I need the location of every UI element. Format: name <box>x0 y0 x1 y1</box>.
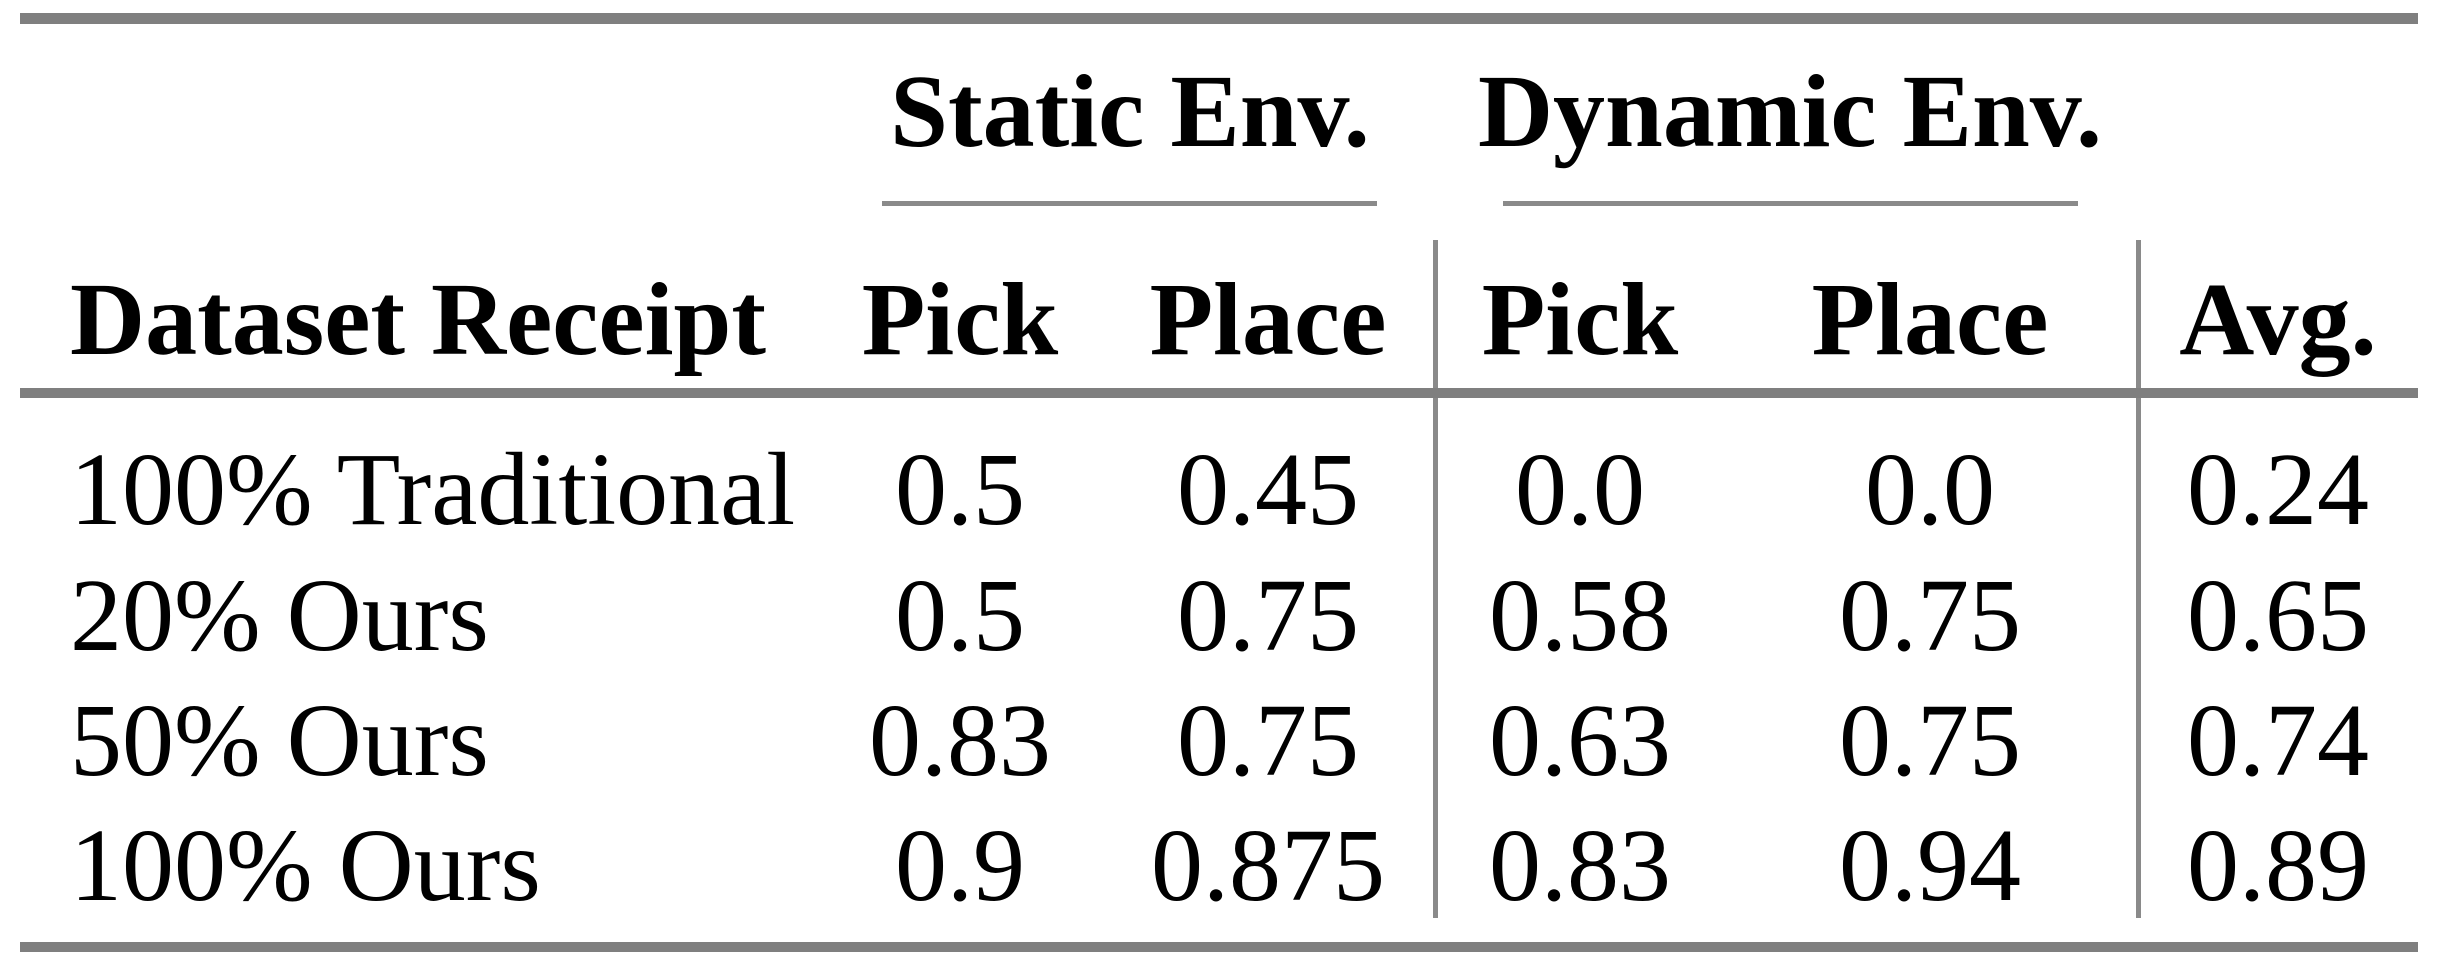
cell-dynamic-pick: 0.63 <box>1489 683 1671 798</box>
static-env-underline <box>882 201 1377 206</box>
column-header-dataset-receipt: Dataset Receipt <box>70 262 766 377</box>
cell-avg: 0.24 <box>2187 432 2369 547</box>
top-rule <box>20 13 2418 24</box>
cell-dynamic-place: 0.75 <box>1839 558 2021 673</box>
column-header-dynamic-place: Place <box>1811 262 2049 377</box>
bottom-rule <box>20 942 2418 952</box>
cell-static-pick: 0.5 <box>895 558 1025 673</box>
cell-static-place: 0.45 <box>1177 432 1359 547</box>
cell-static-pick: 0.9 <box>895 808 1025 923</box>
cell-dynamic-place: 0.75 <box>1839 683 2021 798</box>
cell-static-place: 0.75 <box>1177 558 1359 673</box>
column-header-dynamic-pick: Pick <box>1481 262 1679 377</box>
cell-avg: 0.89 <box>2187 808 2369 923</box>
column-header-static-place: Place <box>1149 262 1387 377</box>
column-header-avg: Avg. <box>2179 262 2377 377</box>
cell-dynamic-pick: 0.58 <box>1489 558 1671 673</box>
row-label: 20% Ours <box>70 558 489 673</box>
header-separator-rule <box>20 388 2418 398</box>
cell-static-pick: 0.83 <box>869 683 1051 798</box>
row-label: 100% Ours <box>70 808 541 923</box>
cell-static-place: 0.75 <box>1177 683 1359 798</box>
cell-avg: 0.74 <box>2187 683 2369 798</box>
cell-dynamic-pick: 0.83 <box>1489 808 1671 923</box>
column-header-static-pick: Pick <box>861 262 1059 377</box>
vertical-separator-static-dynamic <box>1433 240 1438 918</box>
cell-dynamic-place: 0.94 <box>1839 808 2021 923</box>
vertical-separator-avg <box>2136 240 2141 918</box>
row-label: 50% Ours <box>70 683 489 798</box>
group-header-dynamic-env: Dynamic Env. <box>1477 54 2103 169</box>
cell-static-pick: 0.5 <box>895 432 1025 547</box>
cell-static-place: 0.875 <box>1151 808 1385 923</box>
cell-dynamic-pick: 0.0 <box>1515 432 1645 547</box>
row-label: 100% Traditional <box>70 432 796 547</box>
cell-avg: 0.65 <box>2187 558 2369 673</box>
dynamic-env-underline <box>1503 201 2078 206</box>
cell-dynamic-place: 0.0 <box>1865 432 1995 547</box>
group-header-static-env: Static Env. <box>890 54 1370 169</box>
